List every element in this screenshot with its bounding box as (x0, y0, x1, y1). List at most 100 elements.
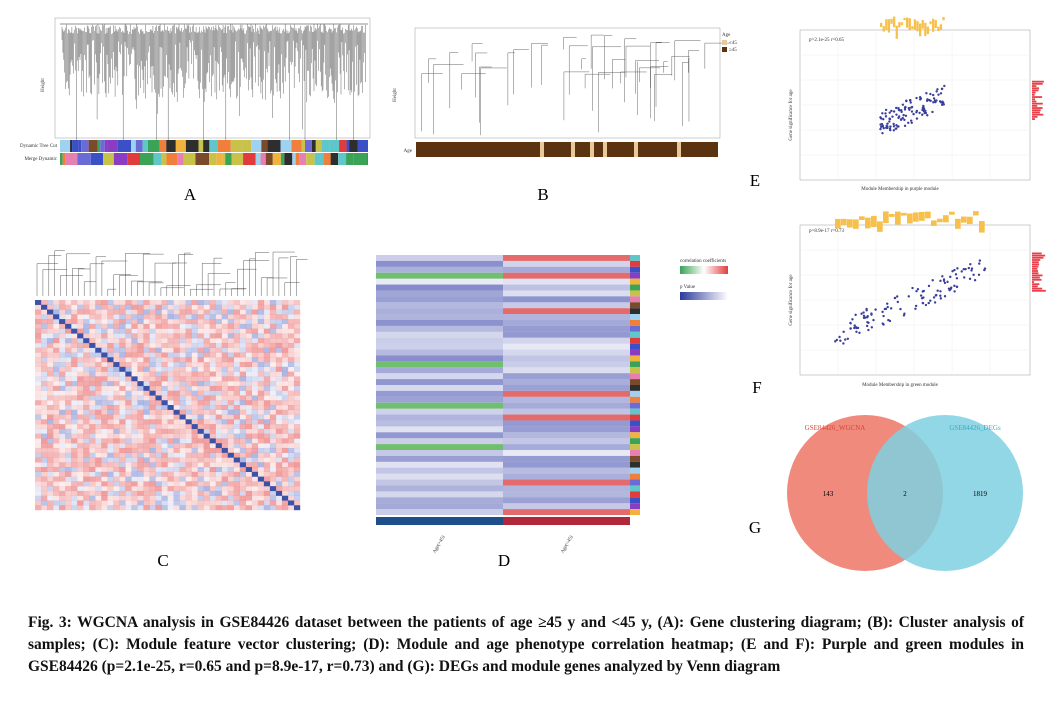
heat-cell (239, 414, 246, 420)
heat-cell (239, 481, 246, 487)
heat-cell (65, 390, 72, 396)
heat-cell (35, 505, 42, 511)
heat-cell (257, 419, 265, 425)
heat-cell (191, 462, 198, 468)
module-color (630, 396, 640, 403)
heat-cell (287, 419, 295, 425)
y-axis-label: Height (393, 88, 398, 102)
heat-cell (209, 495, 216, 501)
heat-cell (83, 333, 90, 339)
heat-cell (221, 323, 228, 329)
heat-cell (71, 381, 78, 387)
heat-cell (137, 424, 144, 430)
point (929, 299, 932, 302)
heat-cell (251, 467, 259, 473)
heat-cell (293, 371, 301, 377)
heat-cell (227, 319, 234, 325)
point (867, 321, 870, 324)
heat-cell (41, 481, 48, 487)
heat-cell (269, 309, 277, 315)
heat-cell (257, 395, 265, 401)
heat-cell (257, 438, 265, 444)
heat-cell (191, 309, 198, 315)
heat-cell (167, 414, 174, 420)
heat-cell (281, 409, 289, 415)
heat-cell (263, 385, 271, 391)
heat-cell (125, 500, 132, 506)
heat-cell (503, 272, 630, 279)
heat-cell (245, 362, 253, 368)
heat-cell (293, 314, 301, 320)
heat-cell (197, 457, 204, 463)
heat-cell (251, 338, 259, 344)
heat-cell (287, 338, 295, 344)
heat-cell (89, 457, 96, 463)
point (939, 297, 943, 300)
heat-cell (83, 414, 90, 420)
heat-cell (131, 304, 138, 310)
heat-cell (263, 447, 271, 453)
point (907, 121, 910, 124)
heat-cell (155, 309, 162, 315)
heat-cell (107, 414, 114, 420)
module-color (630, 461, 640, 468)
point (953, 290, 956, 293)
point (897, 125, 900, 128)
point (900, 110, 903, 114)
heat-cell (269, 304, 277, 310)
heat-cell (233, 347, 240, 353)
heat-cell (203, 490, 210, 496)
heat-cell (263, 424, 271, 430)
heat-cell (71, 319, 78, 325)
heat-cell (161, 390, 168, 396)
heat-cell (35, 424, 42, 430)
heat-cell (35, 457, 42, 463)
heat-cell (125, 314, 132, 320)
heat-cell (83, 443, 90, 449)
point (893, 296, 897, 300)
heat-cell (503, 290, 630, 297)
heat-cell (203, 438, 210, 444)
heat-cell (275, 338, 283, 344)
heat-cell (89, 409, 96, 415)
heat-cell (287, 385, 295, 391)
module-color (630, 491, 640, 498)
heat-cell (197, 471, 204, 477)
heat-cell (197, 309, 204, 315)
point (935, 293, 938, 297)
heat-cell (155, 323, 162, 329)
heat-cell (227, 409, 234, 415)
heat-cell (65, 347, 72, 353)
heat-cell (83, 338, 90, 344)
color-track (147, 140, 160, 152)
heat-cell (209, 300, 216, 305)
heat-cell (155, 314, 162, 320)
heat-cell (83, 376, 90, 382)
heat-cell (161, 338, 168, 344)
heat-cell (101, 362, 108, 368)
point (956, 267, 959, 270)
heat-cell (125, 467, 132, 473)
heat-cell (269, 424, 277, 430)
heat-cell (221, 405, 228, 410)
heat-cell (293, 395, 301, 401)
heat-cell (53, 462, 60, 468)
heat-cell (83, 300, 90, 305)
heat-cell (203, 309, 210, 315)
heat-cell (101, 395, 108, 401)
legend-swatch (722, 40, 727, 45)
heat-cell (95, 309, 102, 315)
heat-cell (71, 300, 78, 305)
heat-cell (155, 476, 162, 482)
heat-cell (101, 471, 108, 477)
heat-cell (89, 405, 96, 410)
module-color (630, 349, 640, 356)
point (901, 103, 905, 106)
heat-cell (281, 390, 289, 396)
heat-cell (287, 405, 295, 410)
color-track (175, 140, 186, 152)
heat-cell (239, 428, 246, 434)
heat-cell (233, 390, 240, 396)
heat-cell (203, 352, 210, 358)
heat-cell (263, 328, 271, 334)
